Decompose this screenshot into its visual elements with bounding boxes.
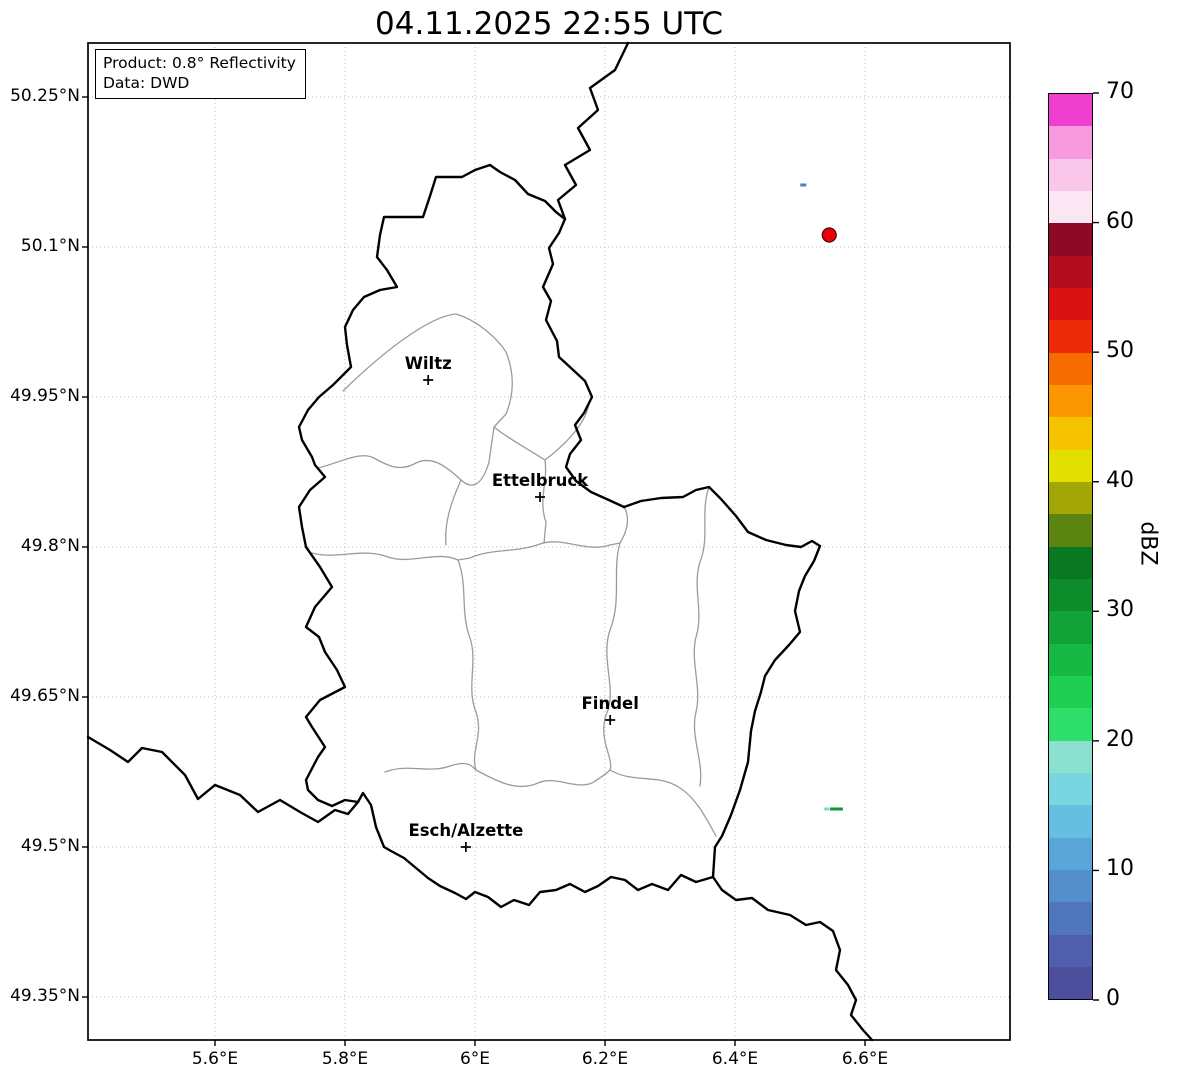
district-border — [342, 313, 507, 392]
colorbar-segment — [1049, 320, 1092, 353]
border-belgium-germany — [556, 41, 630, 221]
product-info-box: Product: 0.8° Reflectivity Data: DWD — [95, 49, 306, 99]
colorbar-segment — [1049, 417, 1092, 450]
colorbar-segment — [1049, 546, 1092, 579]
colorbar-segment — [1049, 611, 1092, 644]
colorbar-tick-label: 50 — [1106, 338, 1134, 364]
district-borders — [311, 313, 717, 837]
colorbar-tick-label: 20 — [1106, 726, 1134, 752]
district-border — [619, 506, 629, 544]
district-border — [384, 762, 717, 837]
city-label: Ettelbruck — [492, 471, 589, 490]
colorbar-segment — [1049, 384, 1092, 418]
city-marker — [423, 375, 434, 385]
district-border — [311, 541, 621, 561]
colorbar-segment — [1049, 708, 1092, 741]
radar-echo-patch — [800, 183, 807, 187]
y-tick-label: 49.5°N — [20, 836, 80, 856]
data-source-line: Data: DWD — [103, 74, 190, 93]
radar-echo-layer — [800, 183, 843, 811]
colorbar-segment — [1049, 675, 1092, 709]
district-border — [542, 459, 547, 544]
colorbar-segment — [1049, 190, 1092, 224]
colorbar-tick-label: 0 — [1106, 986, 1120, 1011]
city-marker — [535, 492, 545, 502]
country-border-luxembourg — [297, 163, 822, 909]
district-border — [493, 351, 546, 461]
border-france-germany — [711, 875, 874, 1042]
colorbar — [1048, 93, 1093, 1000]
city-marker — [460, 842, 471, 852]
colorbar-segment — [1049, 287, 1092, 321]
axes-frame — [87, 42, 1011, 1041]
colorbar-segment — [1049, 481, 1092, 515]
district-border — [445, 479, 462, 546]
city-layer: Wiltz Ettelbruck Findel Esch/Alzette — [405, 354, 639, 852]
y-tick-label: 49.8°N — [20, 536, 80, 556]
y-tick-label: 49.95°N — [10, 386, 80, 406]
colorbar-segment — [1049, 126, 1092, 159]
colorbar-tick-label: 30 — [1106, 597, 1134, 623]
colorbar-segment — [1049, 94, 1092, 127]
colorbar-segment — [1049, 514, 1092, 547]
colorbar-segment — [1049, 837, 1092, 870]
country-borders — [86, 41, 874, 1042]
radar-echo-patch — [829, 807, 843, 811]
colorbar-segment — [1049, 643, 1092, 676]
x-tick-label: 6.6°E — [841, 1049, 889, 1069]
figure-title: 04.11.2025 22:55 UTC — [375, 6, 723, 42]
district-border — [544, 397, 592, 461]
colorbar-segment — [1049, 578, 1092, 612]
colorbar-tick-label: 10 — [1106, 856, 1134, 882]
colorbar-segment — [1049, 449, 1092, 482]
colorbar-segment — [1049, 223, 1092, 256]
colorbar-segment — [1049, 255, 1092, 288]
colorbar-segment — [1049, 934, 1092, 967]
district-border — [693, 486, 710, 787]
district-border — [457, 559, 480, 771]
colorbar-segment — [1049, 740, 1092, 773]
colorbar-segment — [1049, 902, 1092, 935]
product-info-line: Product: 0.8° Reflectivity — [103, 54, 296, 72]
colorbar-segment — [1049, 869, 1092, 903]
x-tick-label: 5.6°E — [191, 1049, 239, 1069]
x-tick-label: 6.2°E — [581, 1049, 629, 1069]
colorbar-tick-label: 60 — [1106, 208, 1134, 234]
y-tick-label: 49.65°N — [10, 686, 80, 706]
city-label: Esch/Alzette — [408, 821, 523, 840]
colorbar-segment — [1049, 966, 1092, 1000]
y-tick-label: 50.25°N — [10, 86, 80, 106]
x-tick-label: 6.4°E — [711, 1049, 759, 1069]
storm-cell-marker — [821, 227, 837, 243]
border-france-belgium — [86, 735, 360, 824]
colorbar-unit-label: dBZ — [1135, 521, 1161, 566]
colorbar-segment — [1049, 805, 1092, 838]
city-marker — [605, 715, 616, 725]
colorbar-segment — [1049, 772, 1092, 806]
colorbar-tick-label: 70 — [1106, 79, 1134, 104]
y-tick-label: 50.1°N — [20, 236, 80, 256]
radar-echo-patch — [824, 807, 830, 811]
x-tick-label: 6°E — [459, 1049, 491, 1069]
tick-marks — [82, 92, 1099, 1046]
colorbar-tick-label: 40 — [1106, 467, 1134, 493]
city-label: Findel — [582, 694, 639, 713]
city-label: Wiltz — [405, 354, 452, 373]
colorbar-segment — [1049, 158, 1092, 191]
x-tick-label: 5.8°E — [321, 1049, 369, 1069]
y-tick-label: 49.35°N — [10, 986, 80, 1006]
district-border — [317, 426, 495, 486]
colorbar-segment — [1049, 352, 1092, 385]
district-border — [603, 542, 621, 771]
